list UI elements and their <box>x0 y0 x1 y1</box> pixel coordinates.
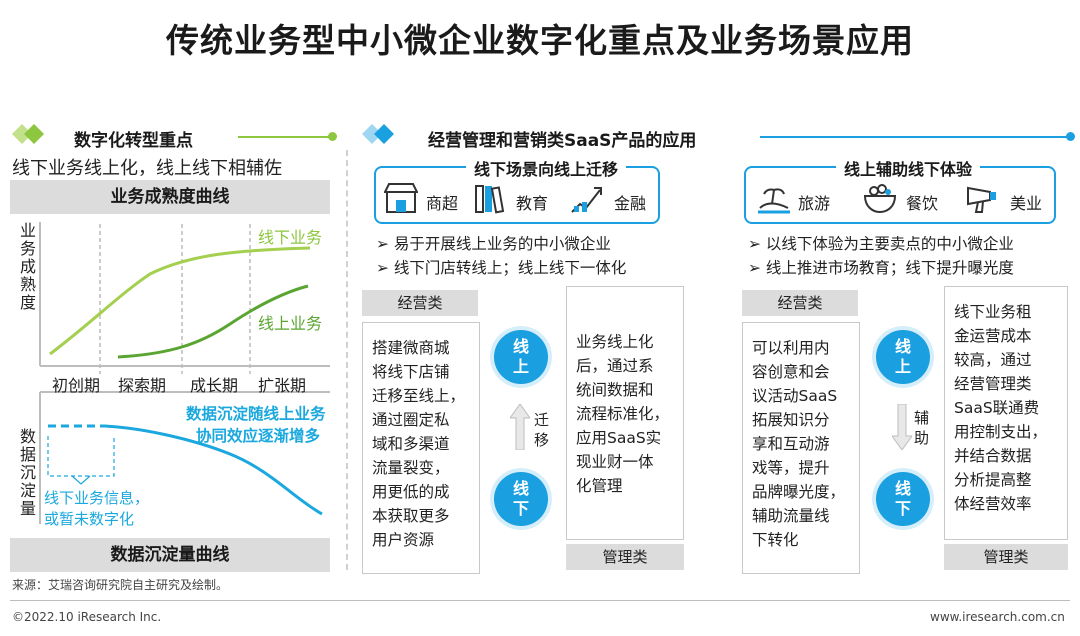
panel2-bullet2: ➢ 线上推进市场教育；线下提升曝光度 <box>748 259 1014 277</box>
panel2-left-text: 可以利用内 容创意和会 议活动SaaS 拓展知识分 享和互动游 戏等，提升 品牌曝光度， 辅助… <box>752 339 846 549</box>
y-axis-maturity-label: 业务成熟度 <box>17 222 36 312</box>
store-icon <box>383 182 419 218</box>
panel2-item-dining: 餐饮 <box>906 194 939 213</box>
panel2-arrow-label: 辅助 <box>914 409 930 447</box>
online-business-label: 线上业务 <box>258 314 323 333</box>
panel1-item-supermarket: 商超 <box>426 194 459 213</box>
left-subtitle: 线下业务线上化，线上线下相辅佐 <box>12 158 282 179</box>
phase-startup: 初创期 <box>52 376 101 395</box>
hairdryer-icon <box>964 182 1000 218</box>
right-heading: 经营管理和营销类SaaS产品的应用 <box>428 131 697 151</box>
panel1-left-box <box>362 322 480 574</box>
maturity-curve-bar: 业务成熟度曲线 <box>10 180 330 214</box>
panel1-online-circle: 线上 <box>494 330 548 384</box>
panel1-bullet1: ➢ 易于开展线上业务的中小微企业 <box>376 235 611 253</box>
panel1-bullet2: ➢ 线下门店转线上；线上线下一体化 <box>376 259 627 277</box>
panel1-arrow-label: 迁移 <box>534 411 550 449</box>
offline-business-label: 线下业务 <box>258 228 323 247</box>
panel1-tag-management: 管理类 <box>566 544 684 570</box>
maturity-chart <box>39 222 330 524</box>
phase-explore: 探索期 <box>118 376 167 395</box>
phase-expansion: 扩张期 <box>258 376 307 395</box>
data-curve-bar: 数据沉淀量曲线 <box>10 538 330 572</box>
data-annotation-line2: 协同效应逐渐增多 <box>196 427 321 445</box>
panel2-item-beauty: 美业 <box>1010 194 1043 213</box>
column-divider <box>346 150 348 570</box>
panel2-left-box <box>742 322 860 574</box>
footer-divider <box>10 600 1070 601</box>
finance-icon <box>570 182 604 218</box>
copyright: ©2022.10 iResearch Inc. <box>12 610 162 624</box>
down-arrow-icon <box>891 403 913 454</box>
source-note: 来源：艾瑞咨询研究院自主研究及绘制。 <box>12 578 229 592</box>
offline-note-line2: 或暂未数字化 <box>44 510 135 528</box>
left-heading-dot <box>328 132 337 141</box>
panel2-tag-operation: 经营类 <box>742 290 858 316</box>
panel2-title: 线上辅助线下体验 <box>836 156 981 180</box>
panel1-right-box <box>566 286 684 540</box>
travel-icon <box>756 182 792 218</box>
page-title: 传统业务型中小微企业数字化重点及业务场景应用 <box>166 21 914 60</box>
panel1-left-text: 搭建微商城 将线下店铺 迁移至线上， 通过圈定私 域和多渠道 流量裂变， 用更低的成 本获取更… <box>372 339 466 549</box>
diamond-green-icon <box>12 122 52 146</box>
dining-icon <box>862 182 898 218</box>
panel2-right-box <box>944 286 1068 540</box>
panel1-right-text: 业务线上化 后，通过系 统间数据和 流程标准化， 应用SaaS实 现业财一体 化管理 <box>576 333 670 495</box>
panel2-right-text: 线下业务租 金运营成本 较高，通过 经营管理类 SaaS联通费 用控制支出， 并结合数据 分析… <box>954 303 1048 513</box>
phase-growth: 成长期 <box>190 376 239 395</box>
panel2-tag-management: 管理类 <box>944 544 1068 570</box>
website-link[interactable]: www.iresearch.com.cn <box>930 610 1065 624</box>
panel2-item-travel: 旅游 <box>798 194 831 213</box>
books-icon <box>474 182 508 218</box>
diamond-blue-icon <box>362 122 402 146</box>
right-heading-line <box>760 136 1068 138</box>
left-heading-line <box>238 136 332 138</box>
left-heading: 数字化转型重点 <box>74 131 193 151</box>
panel1-item-finance: 金融 <box>614 194 647 213</box>
panel2-offline-circle: 线下 <box>876 472 930 526</box>
y-axis-data-label: 数据沉淀量 <box>17 428 36 518</box>
panel2-online-circle: 线上 <box>876 330 930 384</box>
panel1-item-education: 教育 <box>516 194 549 213</box>
panel1-title: 线下场景向线上迁移 <box>466 156 627 180</box>
up-arrow-icon <box>509 403 531 454</box>
panel1-offline-circle: 线下 <box>494 472 548 526</box>
offline-note-line1: 线下业务信息， <box>44 489 150 507</box>
panel2-bullet1: ➢ 以线下体验为主要卖点的中小微企业 <box>748 235 1014 253</box>
panel1-tag-operation: 经营类 <box>362 290 478 316</box>
right-heading-dot <box>1066 132 1075 141</box>
data-annotation-line1: 数据沉淀随线上业务 <box>186 405 326 423</box>
